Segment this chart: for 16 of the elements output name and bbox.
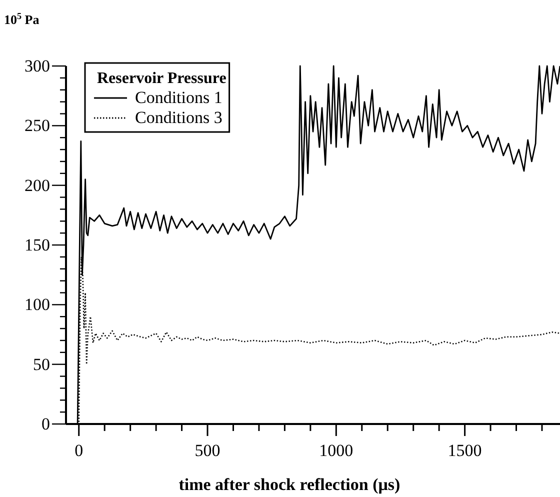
legend-label: Conditions 3 xyxy=(135,108,222,127)
y-tick-label: 150 xyxy=(24,235,50,254)
x-tick-label: 0 xyxy=(74,441,84,460)
y-tick-label: 200 xyxy=(24,176,50,195)
y-tick-label: 300 xyxy=(24,56,50,76)
y-tick-label: 50 xyxy=(33,354,50,374)
y-tick-label: 100 xyxy=(24,295,50,314)
x-tick-label: 1500 xyxy=(448,441,482,460)
y-tick-label: 0 xyxy=(42,414,50,434)
x-tick-label: 500 xyxy=(194,441,220,460)
y-tick-label: 250 xyxy=(24,116,50,136)
legend-label: Conditions 1 xyxy=(135,88,222,107)
y-axis-title: 10$^{5}$ Pa xyxy=(4,11,40,27)
x-tick-label: 1000 xyxy=(319,441,354,460)
x-axis-title: time after shock reflection (μs) xyxy=(178,475,400,494)
legend-title: Reservoir Pressure xyxy=(97,70,226,87)
